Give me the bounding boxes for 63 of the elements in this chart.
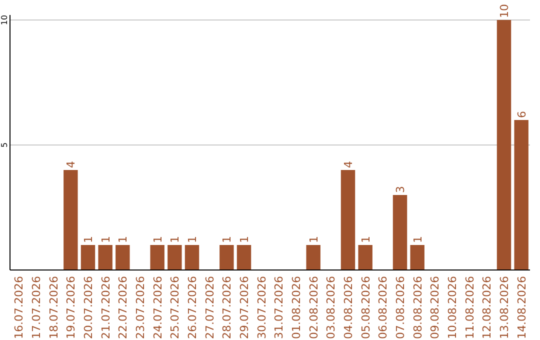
x-tick-label: 10.08.2026	[446, 276, 459, 339]
bar	[150, 245, 164, 270]
bar	[340, 170, 356, 270]
x-tick-label: 08.08.2026	[411, 276, 424, 339]
x-tick-label: 20.07.2026	[82, 276, 95, 339]
x-tick-label: 07.08.2026	[394, 276, 407, 339]
x-tick-label: 31.07.2026	[272, 276, 286, 339]
data-label: 1	[411, 236, 424, 243]
bar	[80, 245, 96, 270]
data-label: 1	[168, 236, 182, 243]
bar	[236, 245, 252, 270]
bar	[358, 245, 372, 270]
x-tick-label: 24.07.2026	[151, 276, 164, 339]
x-tick-label: 18.07.2026	[47, 276, 60, 339]
x-tick-label: 04.08.2026	[342, 276, 355, 339]
data-label: 1	[116, 236, 130, 243]
x-tick-label: 14.08.2026	[515, 276, 528, 339]
data-label: 4	[64, 161, 78, 168]
data-label: 1	[82, 236, 95, 243]
x-tick-label: 05.08.2026	[359, 276, 372, 339]
x-tick-label: 29.07.2026	[238, 276, 251, 339]
x-tick-label: 19.07.2026	[64, 276, 78, 339]
x-tick-label: 11.08.2026	[463, 276, 476, 339]
x-tick-label: 26.07.2026	[186, 276, 199, 339]
x-tick-label: 09.08.2026	[428, 276, 442, 339]
x-tick-label: 28.07.2026	[220, 276, 234, 339]
data-label: 1	[359, 236, 372, 243]
x-tick-label: 17.07.2026	[30, 276, 43, 339]
data-label: 1	[151, 236, 164, 243]
x-tick-label: 21.07.2026	[99, 276, 112, 339]
data-label: 10	[498, 4, 511, 18]
x-tick-label: 27.07.2026	[203, 276, 216, 339]
data-label: 4	[342, 161, 355, 168]
bar	[496, 20, 512, 270]
bar	[220, 245, 234, 270]
bar	[64, 170, 78, 270]
bar	[392, 195, 408, 270]
bar	[116, 245, 130, 270]
data-label: 3	[394, 186, 407, 193]
data-label: 1	[186, 236, 199, 243]
x-tick-label: 12.08.2026	[480, 276, 494, 339]
x-tick-label: 01.08.2026	[290, 276, 303, 339]
data-label: 1	[238, 236, 251, 243]
x-tick-label: 02.08.2026	[307, 276, 320, 339]
bar	[98, 245, 112, 270]
x-tick-label: 22.07.2026	[116, 276, 130, 339]
x-tick-label: 25.07.2026	[168, 276, 182, 339]
data-label: 1	[99, 236, 112, 243]
x-tick-label: 03.08.2026	[324, 276, 338, 339]
x-tick-label: 06.08.2026	[376, 276, 390, 339]
x-tick-label: 23.07.2026	[134, 276, 147, 339]
data-label: 6	[515, 111, 528, 118]
data-label: 1	[220, 236, 234, 243]
bar	[410, 245, 424, 270]
bar	[168, 245, 182, 270]
bar	[514, 120, 528, 270]
bar	[184, 245, 200, 270]
x-tick-label: 16.07.2026	[12, 276, 26, 339]
x-tick-label: 13.08.2026	[498, 276, 511, 339]
data-label: 1	[307, 236, 320, 243]
x-tick-label: 30.07.2026	[255, 276, 268, 339]
bar	[306, 245, 320, 270]
y-tick-label: 5	[0, 142, 9, 148]
